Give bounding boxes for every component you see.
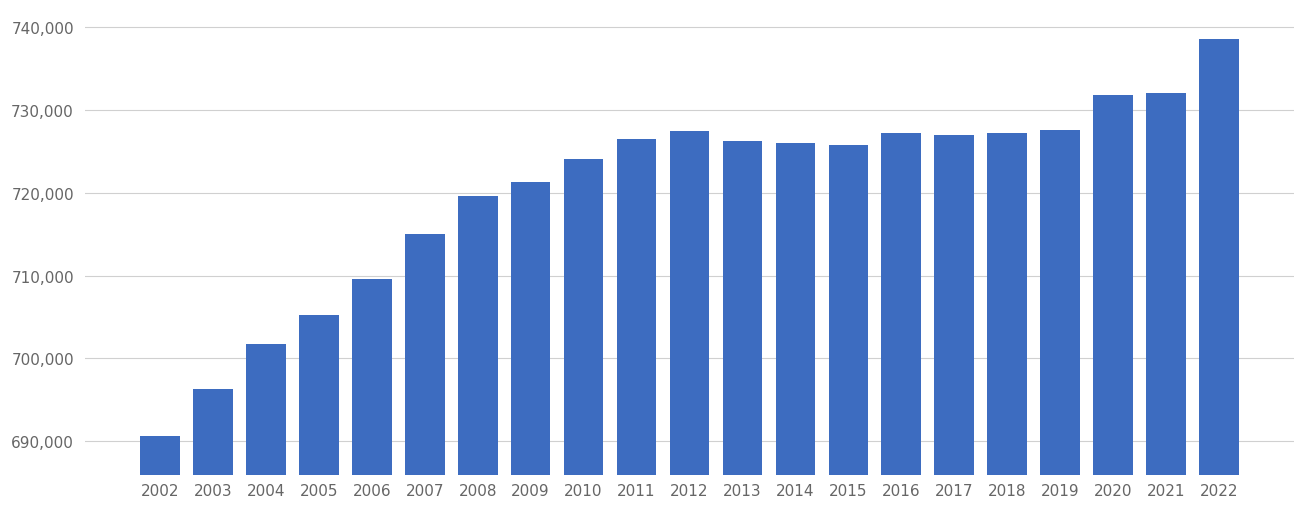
Bar [245,344,286,474]
Bar [1094,96,1133,474]
Bar [564,160,603,474]
Bar [352,279,392,474]
Bar [617,140,656,474]
Bar [988,133,1027,474]
Bar [405,235,445,474]
Bar [458,196,497,474]
Bar [510,182,551,474]
Bar [934,135,974,474]
Bar [1040,131,1081,474]
Bar [1199,40,1238,474]
Bar [775,144,816,474]
Bar [881,133,921,474]
Bar [669,132,710,474]
Bar [299,316,338,474]
Bar [829,146,868,474]
Bar [140,436,180,474]
Bar [193,389,232,474]
Bar [1146,94,1186,474]
Bar [723,142,762,474]
